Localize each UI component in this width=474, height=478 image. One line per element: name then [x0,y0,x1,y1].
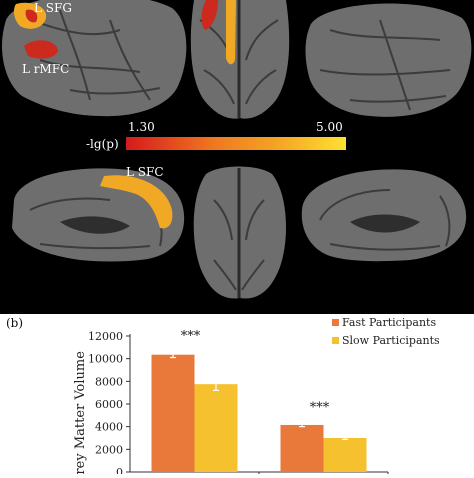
brain-medial-right [301,169,467,262]
label-l-sfc: L SFC [126,165,164,179]
brain-surface-panel-a: L SFG L rMFC 1.30 5.00 -lg(p) [0,0,474,314]
brain-medial-left [12,168,185,262]
significance-annotation: *** [181,329,201,344]
y-tick-label: 12000 [88,330,123,343]
bar-slow-participants [194,384,238,472]
legend-swatch [332,319,339,326]
y-tick-label: 2000 [95,443,123,456]
y-tick-label: 0 [116,466,123,474]
colorbar-max-label: 5.00 [316,120,343,134]
y-axis-label: Grey Matter Volume [73,351,88,474]
brain-ventral [193,166,287,299]
legend-label: Fast Participants [342,316,436,329]
colorbar-title: -lg(p) [86,137,119,151]
y-tick-label: 8000 [95,375,123,388]
y-tick-label: 10000 [88,353,123,366]
colorbar [126,137,346,150]
bar-chart-panel-b: (b) 0 2000 4000 6000 8000 10000 12000 Grey Matt… [0,314,474,478]
bar-fast-participants [151,354,195,472]
y-tick-label: 4000 [95,421,123,434]
label-l-sfg: L SFG [34,1,72,15]
colorbar-min-label: 1.30 [128,120,155,134]
brain-lateral-left [2,0,187,117]
brain-surface-maps: L SFG L rMFC 1.30 5.00 -lg(p) [2,0,472,299]
significance-annotation: *** [310,400,330,415]
legend-label: Slow Participants [342,334,440,347]
brain-lateral-right [305,3,472,117]
y-tick-label: 6000 [95,398,123,411]
panel-b-label: (b) [6,316,24,330]
bar-slow-participants [323,438,367,472]
legend-swatch [332,337,339,344]
bar-fast-participants [280,424,324,472]
brain-dorsal [190,0,290,119]
label-l-rmfc: L rMFC [22,62,69,76]
